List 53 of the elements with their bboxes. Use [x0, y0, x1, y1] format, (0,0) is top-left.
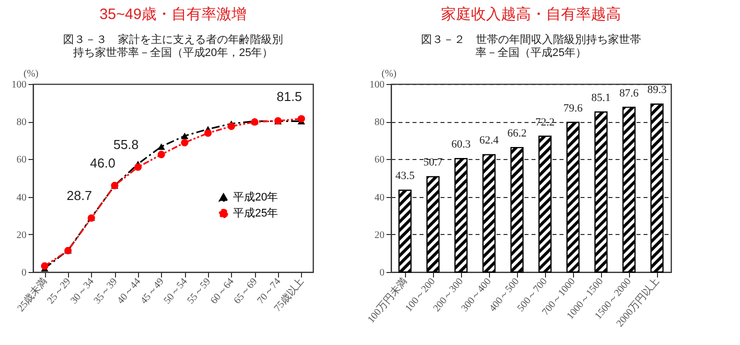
data-label: 81.5	[276, 88, 302, 104]
data-label: 43.5	[395, 170, 416, 182]
y-tick-label: 80	[16, 117, 26, 128]
bar	[650, 104, 664, 273]
data-label: 85.1	[591, 92, 611, 104]
y-tick-label: 60	[374, 154, 384, 166]
data-label: 60.3	[451, 138, 472, 151]
bar	[566, 122, 580, 273]
bar	[538, 136, 552, 273]
chart-title: 家庭收入越高・自有率越高	[441, 6, 621, 23]
point	[134, 163, 142, 171]
legend-label: 平成20年	[233, 190, 278, 204]
point	[158, 150, 166, 158]
point	[180, 132, 188, 140]
point	[180, 138, 188, 146]
data-label: 55.8	[113, 137, 139, 152]
y-axis-title: (%)	[382, 68, 396, 80]
data-label: 89.3	[647, 84, 668, 96]
y-tick-label: 40	[374, 192, 384, 204]
data-label: 50.7	[423, 156, 444, 169]
point	[40, 262, 48, 270]
data-label: 87.6	[619, 87, 640, 100]
y-tick-label: 80	[374, 117, 384, 128]
bar	[594, 111, 608, 273]
data-label: 62.4	[479, 134, 500, 147]
bar	[510, 146, 524, 273]
bar	[426, 176, 440, 273]
y-tick-label: 0	[22, 268, 26, 278]
y-tick-label: 100	[370, 80, 384, 90]
bar	[398, 190, 412, 273]
bar	[482, 154, 496, 273]
y-axis-title: (%)	[24, 68, 38, 80]
chart-subtitle: 図３－２ 世帯の年間収入階級別持ち家世帯率－全国（平成25年）	[421, 33, 641, 59]
chart-title: 35~49歳・自有率激增	[99, 6, 247, 23]
bar	[622, 106, 636, 273]
y-tick-label: 100	[12, 80, 26, 90]
data-label: 66.2	[507, 128, 527, 140]
data-label: 72.2	[535, 116, 555, 128]
y-tick-label: 60	[16, 154, 26, 166]
legend-label: 平成25年	[233, 206, 278, 220]
data-label: 79.6	[563, 102, 584, 114]
y-tick-label: 0	[380, 268, 384, 278]
y-tick-label: 20	[16, 230, 26, 241]
y-tick-label: 20	[374, 230, 384, 241]
y-tick-label: 40	[16, 192, 26, 204]
point	[204, 129, 212, 137]
data-label: 28.7	[66, 188, 92, 204]
point	[298, 115, 306, 122]
point	[228, 122, 236, 130]
bar	[454, 158, 468, 273]
point	[158, 143, 166, 150]
data-label: 46.0	[90, 156, 116, 171]
chart-subtitle: 図３－３ 家計を主に支える者の年齢階級別持ち家世帯率－全国（平成20年，25年）	[63, 33, 283, 59]
